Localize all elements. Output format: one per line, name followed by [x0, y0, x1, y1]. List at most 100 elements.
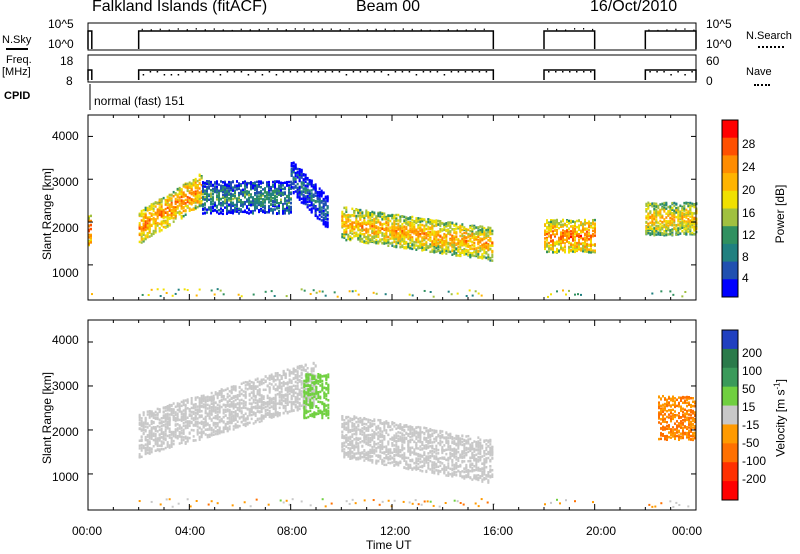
power-cell — [570, 219, 572, 223]
power-cell — [318, 204, 321, 208]
power-cell — [238, 212, 240, 215]
power-cell — [274, 200, 276, 204]
power-cell — [441, 228, 444, 231]
power-cell — [572, 220, 574, 223]
velocity-cell — [196, 411, 199, 414]
velocity-cell — [178, 442, 181, 445]
power-cell — [439, 222, 442, 225]
power-cell — [198, 197, 201, 201]
nave-point — [163, 74, 166, 76]
power-cell — [465, 236, 468, 239]
power-cell — [174, 212, 177, 215]
velocity-cell — [170, 430, 173, 434]
velocity-cell — [200, 428, 203, 431]
power-cell — [562, 249, 564, 252]
power-cell — [405, 232, 408, 235]
power-cell — [351, 236, 354, 240]
velocity-cell — [152, 432, 155, 435]
power-cell — [88, 233, 90, 237]
velocity-cell — [148, 414, 151, 417]
power-cell — [212, 189, 214, 193]
power-cell — [558, 250, 560, 253]
power-cell — [236, 186, 238, 190]
power-cell — [435, 235, 438, 238]
power-cell — [665, 216, 668, 219]
power-cell — [365, 236, 368, 239]
power-cell — [176, 211, 179, 214]
power-cell — [192, 183, 195, 187]
power-cell — [578, 247, 580, 251]
power-cell — [572, 235, 574, 239]
velocity-cell — [194, 406, 197, 409]
velocity-cell — [148, 451, 151, 455]
power-cell — [552, 222, 554, 225]
power-cell — [381, 238, 384, 241]
power-cell — [459, 252, 462, 256]
power-cell — [292, 176, 295, 179]
power-cell — [679, 216, 682, 219]
velocity-cell — [140, 449, 143, 452]
power-cell — [403, 229, 406, 233]
power-cell — [594, 249, 596, 252]
power-cell — [282, 205, 284, 209]
power-cell — [320, 192, 323, 195]
power-cell — [403, 232, 406, 236]
power-cell — [383, 216, 386, 219]
velocity-cell — [200, 431, 203, 434]
power-cell — [306, 200, 309, 204]
power-cell — [296, 176, 299, 179]
power-cell — [417, 230, 420, 234]
power-cell — [546, 219, 548, 222]
power-cell — [306, 176, 309, 180]
velocity-cell — [174, 424, 177, 427]
power-cell — [653, 211, 656, 215]
power-cell — [395, 241, 398, 244]
power-cell — [550, 226, 552, 230]
power-cell — [481, 257, 484, 260]
power-cell — [687, 204, 690, 207]
power-cell — [409, 228, 412, 232]
power-cell — [210, 192, 212, 195]
power-cell — [475, 248, 478, 252]
velocity-cell — [154, 410, 157, 414]
velocity-cell — [180, 429, 183, 432]
velocity-cell — [198, 408, 201, 411]
power-cell — [453, 237, 456, 240]
freq-unit: [MHz] — [2, 66, 31, 78]
power-cell — [226, 200, 228, 204]
power-cell — [234, 196, 236, 200]
power-cell — [210, 180, 212, 184]
power-cell — [294, 167, 297, 170]
power-cell — [282, 202, 284, 206]
freq-tick-top: 18 — [60, 54, 74, 68]
power-cell — [220, 180, 222, 183]
power-cell — [254, 184, 256, 187]
power-cell — [421, 223, 424, 227]
power-cell — [415, 230, 418, 234]
power-cell — [174, 197, 177, 201]
velocity-cell — [174, 418, 177, 421]
power-cell — [459, 245, 462, 249]
power-cell — [387, 240, 390, 244]
power-cell — [399, 231, 402, 234]
power-cell — [405, 245, 408, 249]
power-cell — [224, 188, 226, 191]
power-cell — [148, 218, 151, 222]
power-cell — [288, 192, 290, 196]
power-cell — [689, 228, 692, 231]
power-cell — [455, 254, 458, 257]
power-cell — [278, 188, 280, 191]
power-cell — [385, 241, 388, 245]
power-cell — [399, 229, 402, 233]
power-ytick: 4000 — [52, 129, 79, 143]
power-cell — [268, 187, 270, 190]
power-cell — [168, 194, 171, 197]
power-cell — [489, 226, 492, 230]
power-cell — [437, 234, 440, 237]
power-cell — [461, 234, 464, 238]
velocity-cell — [202, 430, 205, 434]
power-cell — [318, 194, 321, 198]
power-cell — [419, 240, 422, 244]
power-cell — [260, 185, 262, 189]
power-cell — [647, 226, 650, 229]
